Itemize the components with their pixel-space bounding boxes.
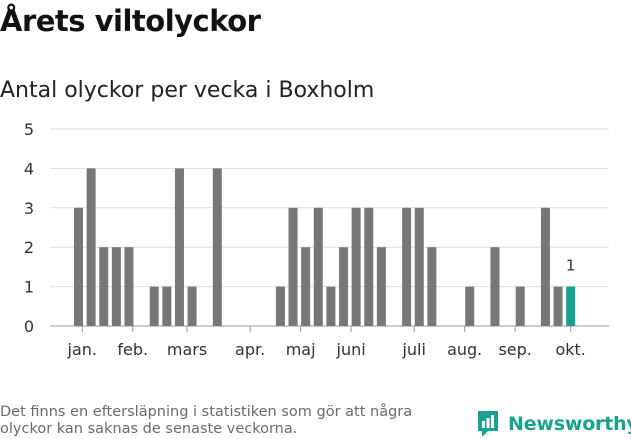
bar: [275, 286, 285, 326]
x-tick-label: juni: [336, 340, 366, 359]
y-tick-label: 2: [24, 238, 34, 257]
x-axis-tick-labels: jan. feb. mars apr. maj juni juli aug. sep. okt.: [67, 326, 586, 359]
bar: [288, 207, 298, 326]
footer-note: Det finns en eftersläpning i statistiken…: [0, 404, 413, 437]
y-axis-tick-labels: 0 1 2 3 4 5: [24, 120, 34, 336]
brand-name: Newsworthy: [508, 413, 631, 435]
bar: [212, 168, 222, 326]
bar: [162, 286, 172, 326]
newsworthy-logo-icon: [478, 411, 498, 437]
bar: [515, 286, 525, 326]
bar: [326, 286, 336, 326]
chart-subtitle: Antal olyckor per vecka i Boxholm: [0, 78, 375, 103]
bar: [99, 247, 109, 326]
bar: [313, 207, 323, 326]
bar: [351, 207, 361, 326]
bar: [553, 286, 563, 326]
bars: [74, 168, 576, 326]
bar: [427, 247, 437, 326]
y-tick-label: 0: [24, 317, 34, 336]
bar: [111, 247, 121, 326]
bar: [149, 286, 159, 326]
x-tick-label: feb.: [117, 340, 148, 359]
bar: [124, 247, 134, 326]
bar: [174, 168, 184, 326]
x-tick-label: mars: [167, 340, 207, 359]
x-tick-label: okt.: [555, 340, 585, 359]
x-tick-label: juli: [401, 340, 425, 359]
x-tick-label: maj: [286, 340, 316, 359]
y-tick-label: 3: [24, 199, 34, 218]
y-tick-label: 4: [24, 159, 34, 178]
x-tick-label: apr.: [235, 340, 265, 359]
data-label: 1: [566, 257, 576, 275]
bar: [301, 247, 311, 326]
bar-highlighted: [566, 286, 576, 326]
chart-title: Årets viltolyckor: [0, 4, 261, 38]
bar: [414, 207, 424, 326]
bar: [364, 207, 374, 326]
data-labels: 1: [566, 257, 576, 275]
bar: [465, 286, 475, 326]
bar: [74, 207, 83, 326]
bar: [86, 168, 96, 326]
bar: [376, 247, 386, 326]
bar: [187, 286, 197, 326]
x-tick-label: aug.: [447, 340, 482, 359]
y-tick-label: 5: [24, 120, 34, 139]
y-tick-label: 1: [24, 278, 34, 297]
bar: [540, 207, 550, 326]
bar: [339, 247, 349, 326]
x-tick-label: jan.: [67, 340, 97, 359]
bar: [490, 247, 500, 326]
x-tick-label: sep.: [498, 340, 531, 359]
bar-chart: 0 1 2 3 4 5 jan. feb. mars apr. maj juni juli aug. se…: [24, 120, 609, 359]
newsworthy-logo: Newsworthy: [476, 409, 631, 439]
bar: [402, 207, 412, 326]
